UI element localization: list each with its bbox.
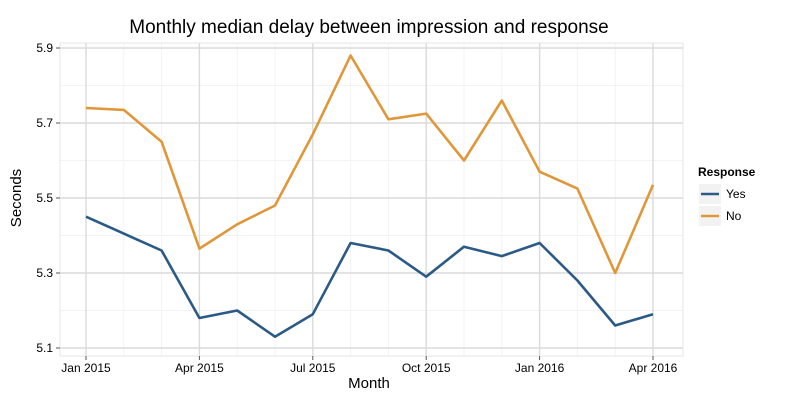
legend: Response Yes No: [698, 165, 756, 226]
series-line-yes: [85, 215, 654, 339]
series-lines: [85, 54, 655, 339]
x-axis-title: Month: [348, 375, 390, 392]
legend-label-no: No: [726, 209, 742, 223]
y-tick-label: 5.3: [36, 266, 53, 280]
plot-panel: [60, 43, 683, 356]
x-tick-label: Oct 2015: [402, 361, 451, 375]
x-axis-ticks: Jan 2015 Apr 2015 Jul 2015 Oct 2015 Jan 2016…: [61, 356, 678, 375]
x-tick-label: Apr 2016: [629, 361, 678, 375]
x-tick-label: Jul 2015: [290, 361, 336, 375]
y-tick-label: 5.9: [36, 41, 53, 55]
x-tick-label: Apr 2015: [175, 361, 224, 375]
x-tick-label: Jan 2015: [61, 361, 111, 375]
y-axis-title: Seconds: [8, 169, 25, 227]
minor-gridlines: [60, 43, 683, 356]
y-tick-label: 5.5: [36, 191, 53, 205]
legend-label-yes: Yes: [726, 187, 746, 201]
y-tick-label: 5.1: [36, 341, 53, 355]
x-tick-label: Jan 2016: [515, 361, 565, 375]
plot-border: [59, 42, 684, 357]
legend-title: Response: [698, 165, 756, 179]
series-line-no: [85, 54, 655, 275]
y-tick-label: 5.7: [36, 116, 53, 130]
y-axis-ticks: 5.1 5.3 5.5 5.7 5.9: [36, 41, 60, 355]
major-gridlines: [60, 43, 683, 356]
chart-title: Monthly median delay between impression …: [129, 17, 609, 38]
